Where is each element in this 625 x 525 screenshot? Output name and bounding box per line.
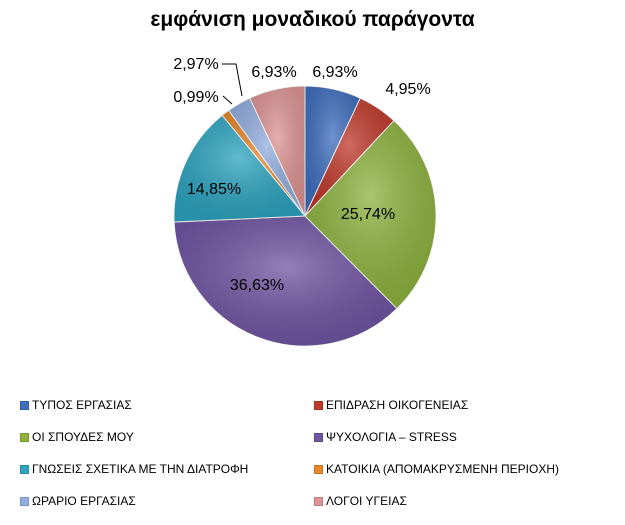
legend-item-επιδραση-οικογενειας: ΕΠΙΔΡΑΣΗ ΟΙΚΟΓΕΝΕΙΑΣ: [314, 398, 468, 412]
legend-label: ΨΥΧΟΛΟΓΙΑ – STRESS: [326, 430, 457, 444]
pie-slice-shade: [305, 86, 361, 216]
leader-line: [222, 95, 233, 105]
legend-swatch: [314, 432, 323, 442]
pie-slice-shade: [249, 86, 305, 216]
legend-swatch: [20, 464, 29, 474]
legend-item-γνωσεις-σχετικα-με-την-διατροφη: ΓΝΩΣΕΙΣ ΣΧΕΤΙΚΑ ΜΕ ΤΗΝ ΔΙΑΤΡΟΦΗ: [20, 462, 248, 476]
legend-item-κατοικια-απομακρυσμενη-περιοχη: ΚΑΤΟΙΚΙΑ (ΑΠΟΜΑΚΡΥΣΜΕΝΗ ΠΕΡΙΟΧΗ): [314, 462, 559, 476]
legend-label: ΤΥΠΟΣ ΕΡΓΑΣΙΑΣ: [32, 398, 132, 412]
slice-label-ψυχολογια-stress: 36,63%: [230, 277, 284, 294]
legend-label: ΩΡΑΡΙΟ ΕΡΓΑΣΙΑΣ: [32, 494, 136, 508]
legend-item-οι-σπουδες-μου: ΟΙ ΣΠΟΥΔΕΣ ΜΟΥ: [20, 430, 134, 444]
slice-label-λογοι-υγειας: 6,93%: [251, 64, 296, 81]
pie-chart: 6,93% 4,95% 25,74% 36,63% 14,85% 0,99% 2,97% 6,…: [173, 56, 437, 347]
chart-title: εμφάνιση μοναδικού παράγοντα: [150, 8, 475, 31]
legend-swatch: [314, 496, 323, 506]
pie-slice-shade: [173, 115, 305, 223]
legend-label: ΟΙ ΣΠΟΥΔΕΣ ΜΟΥ: [32, 430, 134, 444]
pie-slice-shade: [305, 98, 394, 216]
leader-lines: [222, 63, 243, 105]
legend-label: ΕΠΙΔΡΑΣΗ ΟΙΚΟΓΕΝΕΙΑΣ: [326, 398, 469, 412]
legend-label: ΓΝΩΣΕΙΣ ΣΧΕΤΙΚΑ ΜΕ ΤΗΝ ΔΙΑΤΡΟΦΗ: [32, 462, 249, 476]
slice-label-γνωσεις-σχετικα-με-την-διατροφη: 14,85%: [187, 181, 241, 198]
pie-slice-shade: [174, 216, 397, 347]
legend-swatch: [20, 432, 29, 442]
legend-swatch: [314, 400, 323, 410]
legend-item-ψυχολογια-stress: ΨΥΧΟΛΟΓΙΑ – STRESS: [314, 430, 457, 444]
leader-line: [222, 63, 243, 97]
legend-swatch: [314, 464, 323, 474]
legend-item-τυπος-εργασιας: ΤΥΠΟΣ ΕΡΓΑΣΙΑΣ: [20, 398, 132, 412]
slice-label-οι-σπουδες-μου: 25,74%: [341, 206, 395, 223]
legend-label: ΚΑΤΟΙΚΙΑ (ΑΠΟΜΑΚΡΥΣΜΕΝΗ ΠΕΡΙΟΧΗ): [326, 462, 560, 476]
legend-swatch: [20, 400, 29, 410]
legend-item-λογοι-υγειας: ΛΟΓΟΙ ΥΓΕΙΑΣ: [314, 494, 407, 508]
legend-item-ωραριο-εργασιας: ΩΡΑΡΙΟ ΕΡΓΑΣΙΑΣ: [20, 494, 136, 508]
pie-slice-shade: [228, 98, 305, 216]
slice-label-ωραριο-εργασιας: 2,97%: [173, 56, 218, 73]
slice-label-τυπος-εργασιας: 6,93%: [312, 64, 357, 81]
slice-label-επιδραση-οικογενειας: 4,95%: [385, 81, 430, 98]
legend-label: ΛΟΓΟΙ ΥΓΕΙΑΣ: [326, 494, 407, 508]
pie-slice-shade: [305, 120, 437, 309]
legend-swatch: [20, 496, 29, 506]
slice-labels: 6,93% 4,95% 25,74% 36,63% 14,85% 0,99% 2,97% 6,…: [173, 56, 430, 294]
slice-label-κατοικια-απομακρυσμενη-περιοχη: 0,99%: [173, 89, 218, 106]
pie-slice-shade: [222, 110, 305, 216]
pie-shading: [173, 86, 437, 347]
